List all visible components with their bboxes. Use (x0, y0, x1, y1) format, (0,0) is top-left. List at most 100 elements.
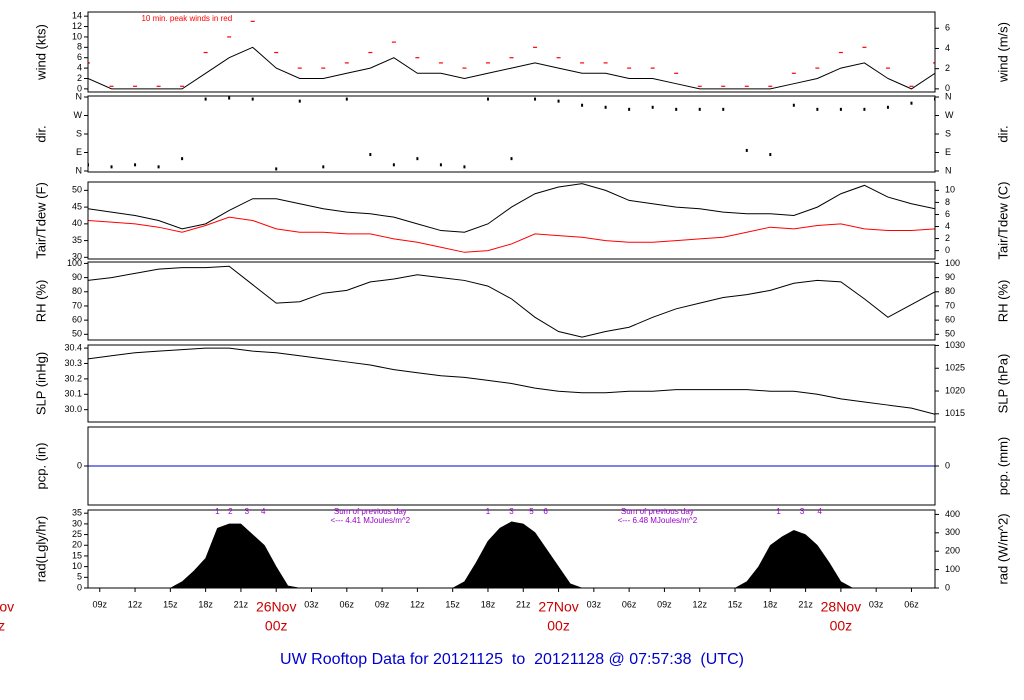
y2-tick-label: 200 (945, 546, 960, 556)
dir-point (322, 165, 325, 169)
y2-axis-label: RH (%) (995, 280, 1010, 323)
panel-frame (87, 95, 936, 173)
dir-point (157, 165, 160, 169)
series-line (88, 265, 935, 338)
y-tick-label: 30.1 (64, 389, 82, 399)
y-axis-label: wind (kts) (33, 24, 48, 81)
annotation: 3 (245, 507, 250, 516)
y-tick-label: 30.4 (64, 342, 82, 352)
y2-tick-label: 300 (945, 527, 960, 537)
dir-point (863, 107, 866, 111)
dir-point (228, 96, 231, 100)
dir-point (298, 99, 301, 103)
x-tick-label: 15z (728, 599, 743, 609)
plot-area (158, 521, 865, 588)
y2-tick-label: 2 (945, 63, 950, 73)
y2-tick-label: E (945, 147, 951, 157)
y-tick-label: 30.0 (64, 404, 82, 414)
series-line (88, 46, 935, 90)
y-axis-label: SLP (inHg) (33, 352, 48, 415)
y2-tick-label: 100 (945, 258, 960, 268)
y2-tick-label: 2 (945, 233, 950, 243)
annotation: 2 (228, 507, 233, 516)
x-tick-label: 06z (622, 599, 637, 609)
plot-area (88, 265, 935, 338)
dir-point (486, 97, 489, 101)
dir-point (675, 107, 678, 111)
y-tick-label: 30.2 (64, 373, 82, 383)
y-tick-label: 70 (72, 300, 82, 310)
annotation: 10 min. peak winds in red (141, 14, 232, 23)
annotation: 1 (486, 507, 491, 516)
y-tick-label: 10 (72, 561, 82, 571)
day-label-hour: 00z (830, 618, 853, 634)
x-tick-label: 18z (198, 599, 213, 609)
y2-tick-label: 80 (945, 286, 955, 296)
y2-tick-label: 60 (945, 315, 955, 325)
chart-title: UW Rooftop Data for 20121125 to 20121128… (280, 651, 744, 668)
y2-axis-label: SLP (hPa) (995, 354, 1010, 414)
dir-point (557, 99, 560, 103)
y-tick-label: 0 (77, 582, 82, 592)
dir-point (604, 105, 607, 109)
x-tick-label: 09z (657, 599, 672, 609)
dir-point (792, 103, 795, 107)
x-tick-label: 03z (304, 599, 319, 609)
x-tick-label: 21z (516, 599, 531, 609)
x-tick-label: 18z (763, 599, 778, 609)
day-label-hour: 00z (547, 618, 570, 634)
annotation: Sum of previous day (334, 507, 407, 516)
annotation: 3 (509, 507, 514, 516)
y2-tick-label: W (945, 110, 954, 120)
y2-tick-label: 50 (945, 329, 955, 339)
dir-point (510, 157, 513, 161)
y2-tick-label: 1020 (945, 385, 965, 395)
y2-axis-label: pcp. (mm) (995, 437, 1010, 496)
y-tick-label: 25 (72, 529, 82, 539)
y2-tick-label: 0 (945, 245, 950, 255)
series-area (158, 521, 865, 588)
y2-tick-label: 1015 (945, 408, 965, 418)
dir-point (628, 107, 631, 111)
dir-point (392, 163, 395, 167)
y2-axis-label: rad (W/m^2) (995, 513, 1010, 584)
y-tick-label: 50 (72, 185, 82, 195)
series-line (88, 183, 935, 233)
x-tick-label: 03z (587, 599, 602, 609)
x-tick-label: 06z (904, 599, 919, 609)
y-tick-label: 90 (72, 272, 82, 282)
y2-tick-label: 4 (945, 221, 950, 231)
y2-tick-label: 0 (945, 83, 950, 93)
x-tick-label: 21z (234, 599, 249, 609)
dir-point (581, 103, 584, 107)
dir-point (839, 107, 842, 111)
day-label: 27Nov (538, 599, 578, 615)
x-tick-label: 21z (798, 599, 813, 609)
annotation: 3 (800, 507, 805, 516)
y-tick-label: 0 (77, 83, 82, 93)
dir-point (275, 167, 278, 171)
y-tick-label: N (76, 165, 83, 175)
y-tick-label: 12 (72, 21, 82, 31)
panel-frame (87, 426, 936, 506)
dir-point (369, 153, 372, 157)
y-tick-label: 2 (77, 73, 82, 83)
y2-tick-label: 100 (945, 564, 960, 574)
y-tick-label: 100 (67, 258, 82, 268)
plot-area (88, 20, 935, 90)
y2-axis-label: Tair/Tdew (C) (995, 181, 1010, 259)
y-tick-label: 14 (72, 11, 82, 21)
annotation: <--- 4.41 MJoules/m^2 (331, 516, 411, 525)
dir-point (463, 165, 466, 169)
y-tick-label: 0 (77, 460, 82, 470)
x-tick-label: 12z (410, 599, 425, 609)
y-tick-label: 30 (72, 518, 82, 528)
x-tick-label: 15z (163, 599, 178, 609)
y-tick-label: 4 (77, 62, 82, 72)
dir-point (698, 107, 701, 111)
x-tick-label: 18z (481, 599, 496, 609)
y-tick-label: E (76, 147, 82, 157)
dir-point (204, 97, 207, 101)
x-tick-label: 06z (340, 599, 355, 609)
